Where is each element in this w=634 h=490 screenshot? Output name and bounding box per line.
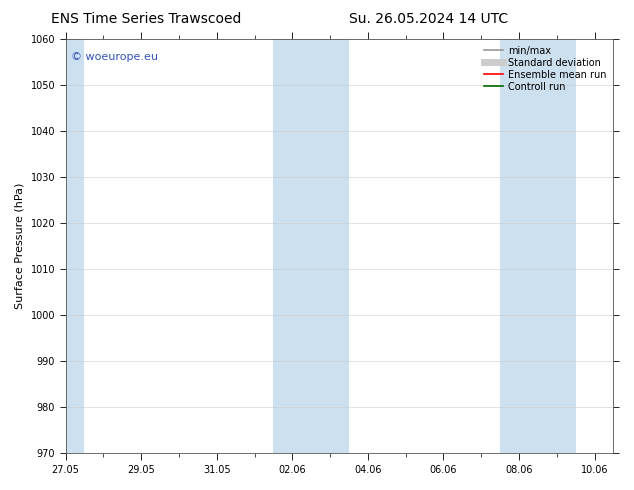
Bar [500,39,576,453]
Text: Su. 26.05.2024 14 UTC: Su. 26.05.2024 14 UTC [349,12,508,26]
Text: © woeurope.eu: © woeurope.eu [71,51,158,62]
Y-axis label: Surface Pressure (hPa): Surface Pressure (hPa) [15,183,25,309]
Bar [273,39,349,453]
Legend: min/max, Standard deviation, Ensemble mean run, Controll run: min/max, Standard deviation, Ensemble me… [482,44,609,94]
Bar [47,39,84,453]
Text: ENS Time Series Trawscoed: ENS Time Series Trawscoed [51,12,241,26]
